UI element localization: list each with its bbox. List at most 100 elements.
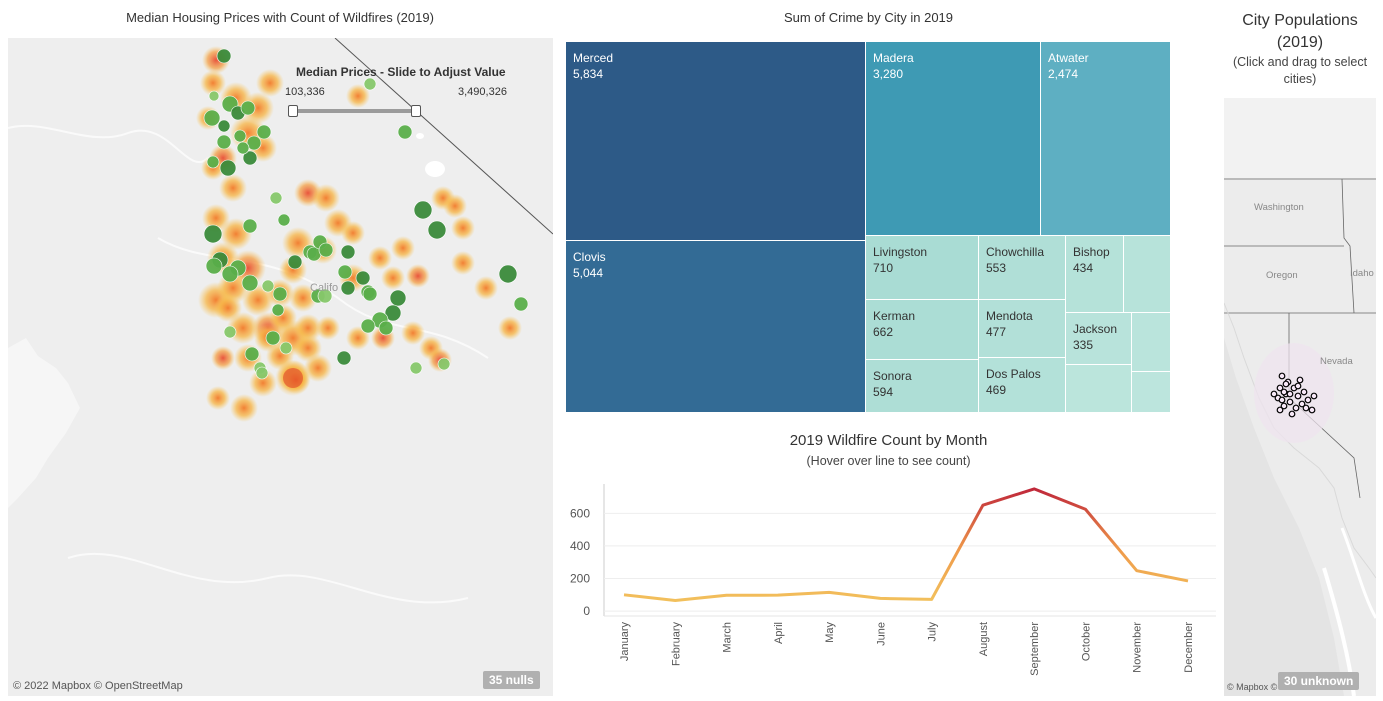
housing-price-point[interactable] [223, 325, 237, 339]
housing-price-point[interactable] [272, 286, 288, 302]
housing-price-point[interactable] [318, 242, 334, 258]
housing-price-point[interactable] [378, 320, 394, 336]
housing-price-point[interactable] [363, 77, 377, 91]
housing-price-point[interactable] [409, 361, 423, 375]
city-population-dot[interactable] [1276, 384, 1284, 392]
city-population-dot[interactable] [1310, 392, 1318, 400]
tile-kerman[interactable]: Kerman 662 [866, 300, 979, 360]
housing-price-point[interactable] [203, 224, 223, 244]
slider-max-handle[interactable] [411, 105, 421, 117]
crime-treemap[interactable]: Merced 5,834 Clovis 5,044 Madera 3,280 Atwa… [566, 42, 1171, 413]
housing-price-point[interactable] [256, 124, 272, 140]
city-population-dot[interactable] [1308, 406, 1316, 414]
housing-price-point[interactable] [397, 124, 413, 140]
city-population-map[interactable]: Washington Oregon Idaho Nevada © Mapbox … [1224, 98, 1376, 696]
city-population-dot[interactable] [1270, 390, 1278, 398]
city-population-dot[interactable] [1304, 396, 1312, 404]
data-point-june[interactable] [875, 593, 885, 603]
tile-sonora[interactable]: Sonora 594 [866, 360, 979, 413]
city-population-dot[interactable] [1294, 392, 1302, 400]
tile-merced[interactable]: Merced 5,834 [566, 42, 866, 241]
housing-price-point[interactable] [277, 213, 291, 227]
housing-price-point[interactable] [216, 48, 232, 64]
housing-price-point[interactable] [265, 330, 281, 346]
city-population-dot[interactable] [1280, 388, 1288, 396]
housing-price-point[interactable] [217, 119, 231, 133]
housing-price-point[interactable] [269, 191, 283, 205]
housing-price-point[interactable] [413, 200, 433, 220]
nulls-badge[interactable]: 35 nulls [483, 671, 540, 689]
housing-price-point[interactable] [287, 254, 303, 270]
wildfire-series-line[interactable] [623, 487, 1189, 603]
median-price-slider[interactable]: Median Prices - Slide to Adjust Value 10… [285, 63, 528, 133]
data-point-august[interactable] [978, 500, 988, 510]
housing-price-point[interactable] [362, 286, 378, 302]
tile-clovis[interactable]: Clovis 5,044 [566, 241, 866, 413]
housing-price-point[interactable] [384, 304, 402, 322]
unknown-badge[interactable]: 30 unknown [1278, 672, 1360, 690]
housing-price-point[interactable] [513, 296, 529, 312]
data-point-october[interactable] [1080, 504, 1090, 514]
housing-price-point[interactable] [219, 159, 237, 177]
housing-price-point[interactable] [216, 134, 232, 150]
tile-dos-palos[interactable]: Dos Palos 469 [979, 358, 1066, 413]
housing-price-point[interactable] [271, 303, 285, 317]
housing-price-point[interactable] [236, 141, 250, 155]
city-population-dot[interactable] [1276, 406, 1284, 414]
data-point-december[interactable] [1183, 576, 1193, 586]
city-population-dot[interactable] [1278, 396, 1286, 404]
housing-price-point[interactable] [498, 264, 518, 284]
housing-price-point[interactable] [355, 270, 371, 286]
housing-price-point[interactable] [437, 357, 451, 371]
housing-price-point[interactable] [233, 129, 247, 143]
tile-small-city[interactable] [1066, 365, 1132, 413]
city-population-dot[interactable] [1280, 402, 1288, 410]
housing-price-point[interactable] [317, 288, 333, 304]
housing-price-point[interactable] [206, 155, 220, 169]
tile-livingston[interactable]: Livingston 710 [866, 236, 979, 300]
housing-price-point[interactable] [427, 220, 447, 240]
tile-chowchilla[interactable]: Chowchilla 553 [979, 236, 1066, 300]
city-population-dot[interactable] [1286, 390, 1294, 398]
housing-price-point[interactable] [340, 280, 356, 296]
city-population-dot[interactable] [1286, 398, 1294, 406]
tile-jackson[interactable]: Jackson 335 [1066, 313, 1132, 365]
housing-price-point[interactable] [240, 100, 256, 116]
housing-price-point[interactable] [208, 90, 220, 102]
city-population-dot[interactable] [1292, 404, 1300, 412]
data-point-september[interactable] [1029, 484, 1039, 494]
city-population-dot[interactable] [1298, 400, 1306, 408]
housing-price-point[interactable] [241, 274, 259, 292]
housing-price-point[interactable] [242, 218, 258, 234]
housing-price-point[interactable] [261, 279, 275, 293]
housing-price-point[interactable] [389, 289, 407, 307]
city-population-dot[interactable] [1296, 376, 1304, 384]
housing-price-point[interactable] [244, 346, 260, 362]
housing-price-map[interactable]: Califo Median Prices - Slide to Adjust V… [8, 38, 553, 696]
housing-price-point[interactable] [336, 350, 352, 366]
data-point-may[interactable] [824, 587, 834, 597]
housing-price-point[interactable] [340, 244, 356, 260]
housing-price-point[interactable] [255, 366, 269, 380]
housing-price-point[interactable] [279, 341, 293, 355]
tile-atwater[interactable]: Atwater 2,474 [1041, 42, 1171, 236]
city-population-dot[interactable] [1294, 382, 1302, 390]
data-point-january[interactable] [619, 590, 629, 600]
city-population-dot[interactable] [1288, 410, 1296, 418]
housing-price-point[interactable] [203, 109, 221, 127]
slider-min-handle[interactable] [288, 105, 298, 117]
housing-price-point[interactable] [337, 264, 353, 280]
data-point-march[interactable] [722, 590, 732, 600]
housing-price-point[interactable] [242, 150, 258, 166]
city-population-dot[interactable] [1300, 388, 1308, 396]
housing-price-point[interactable] [246, 135, 262, 151]
housing-price-point[interactable] [360, 318, 376, 334]
tile-small-city[interactable] [1132, 313, 1171, 372]
city-population-dot[interactable] [1278, 372, 1286, 380]
data-point-july[interactable] [927, 594, 937, 604]
housing-price-point[interactable] [221, 265, 239, 283]
tile-bishop[interactable]: Bishop 434 [1066, 236, 1124, 313]
data-point-november[interactable] [1132, 566, 1142, 576]
city-population-dot[interactable] [1302, 404, 1310, 412]
